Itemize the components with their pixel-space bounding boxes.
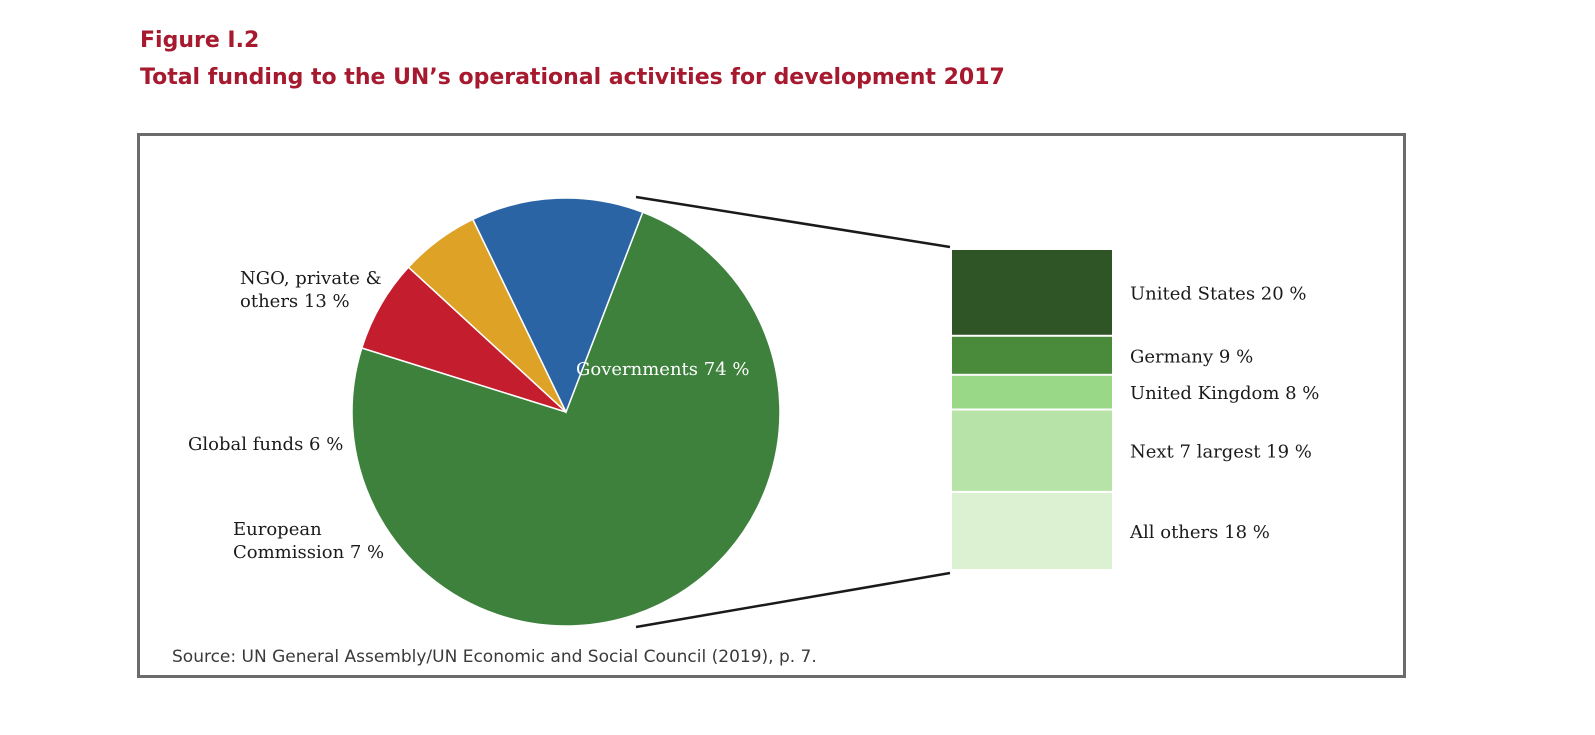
source-note: Source: UN General Assembly/UN Economic … [172,647,817,667]
connector-line-bottom [635,571,951,629]
bar-label-next-7-largest: Next 7 largest 19 % [1130,442,1312,463]
figure-label: Figure I.2 [140,28,260,53]
bar-label-united-states: United States 20 % [1130,283,1307,304]
connector-line-top [635,195,951,249]
bar-segment-united-kingdom [952,375,1112,409]
bar-label-germany: Germany 9 % [1130,346,1253,367]
pie-slice-ngo-private-others [471,197,644,414]
bar-segment-united-states [952,250,1112,335]
bar-segment-germany [952,336,1112,374]
pie-label-european-commission: European Commission 7 % [233,519,384,563]
pie-label-ngo-private-others: NGO, private & others 13 % [240,268,382,312]
pie-label-global-funds: Global funds 6 % [188,434,343,455]
bar-label-all-others: All others 18 % [1129,522,1270,543]
bar-segment-next-7-largest [952,410,1112,491]
bar-segment-all-others [952,492,1112,569]
chart-frame [137,133,1406,678]
pie-label-governments: Governments 74 % [576,359,749,380]
figure-title: Total funding to the UN’s operational ac… [140,65,1005,90]
bar-label-united-kingdom: United Kingdom 8 % [1130,383,1319,404]
pie-slice-governments [351,211,781,627]
